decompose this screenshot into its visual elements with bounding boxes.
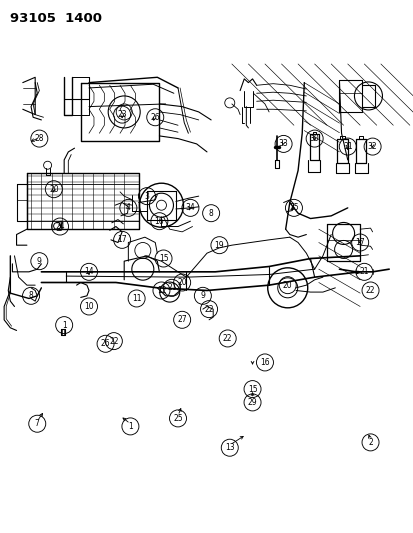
Text: 9: 9 <box>37 257 42 265</box>
Text: 32: 32 <box>367 142 377 151</box>
Text: 8: 8 <box>28 292 33 300</box>
Text: 22: 22 <box>365 286 374 295</box>
Text: 2: 2 <box>367 438 372 447</box>
Text: 12: 12 <box>157 286 166 295</box>
Text: 25: 25 <box>288 204 298 212</box>
Text: 7: 7 <box>35 419 40 428</box>
Text: 31: 31 <box>342 142 352 151</box>
Text: 13: 13 <box>224 443 234 452</box>
Text: 34: 34 <box>185 204 195 212</box>
Text: 33: 33 <box>278 140 288 148</box>
Text: 3: 3 <box>144 192 149 200</box>
Text: 8: 8 <box>208 209 213 217</box>
Text: 1: 1 <box>128 422 133 431</box>
Text: 29: 29 <box>247 398 257 407</box>
Text: 26: 26 <box>150 113 160 122</box>
Text: 9: 9 <box>200 292 205 300</box>
Text: 15: 15 <box>158 254 168 263</box>
Text: 21: 21 <box>359 268 368 276</box>
Text: 22: 22 <box>109 337 118 345</box>
Text: 4: 4 <box>126 204 131 212</box>
Text: 25: 25 <box>173 414 183 423</box>
Text: 16: 16 <box>259 358 269 367</box>
Text: 20: 20 <box>177 278 187 287</box>
Text: 19: 19 <box>214 241 224 249</box>
Text: 24: 24 <box>55 222 65 231</box>
Text: 16: 16 <box>154 217 164 225</box>
Text: 17: 17 <box>354 238 364 247</box>
Text: 23: 23 <box>117 110 127 119</box>
Text: 93105  1400: 93105 1400 <box>10 12 102 25</box>
Text: 22: 22 <box>223 334 232 343</box>
Text: 26: 26 <box>100 340 110 348</box>
Text: 1: 1 <box>62 321 66 329</box>
Text: 21: 21 <box>167 284 176 292</box>
Text: 11: 11 <box>132 294 141 303</box>
Text: 30: 30 <box>309 134 319 143</box>
Text: 20: 20 <box>49 185 59 193</box>
Text: 10: 10 <box>84 302 94 311</box>
Text: 15: 15 <box>247 385 257 393</box>
Text: 17: 17 <box>117 236 127 244</box>
Text: 22: 22 <box>204 305 213 313</box>
Text: 27: 27 <box>177 316 187 324</box>
Text: 14: 14 <box>84 268 94 276</box>
Text: 28: 28 <box>35 134 44 143</box>
Text: 20: 20 <box>282 281 292 289</box>
